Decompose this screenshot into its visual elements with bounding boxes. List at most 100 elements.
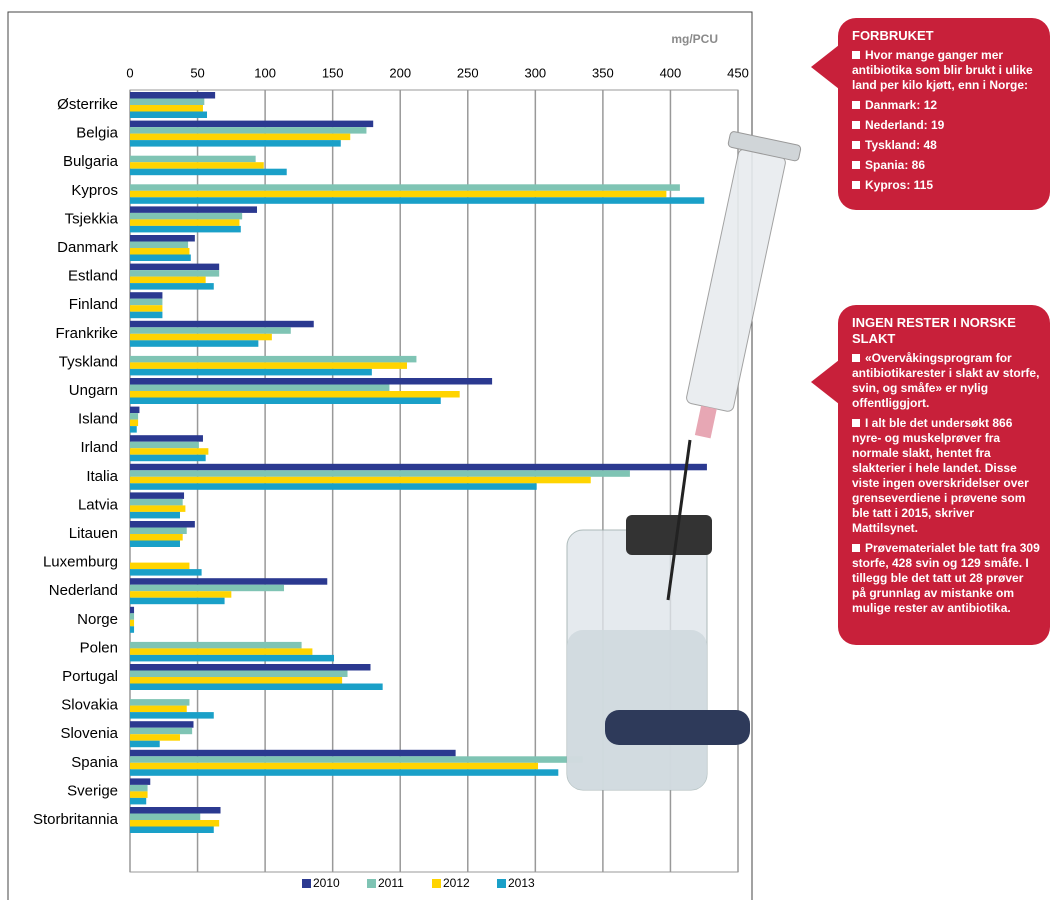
bar <box>130 807 221 814</box>
bar <box>130 254 191 261</box>
bar <box>130 540 180 547</box>
x-tick-label: 100 <box>254 65 276 80</box>
legend-label: 2011 <box>378 876 404 890</box>
y-tick-label: Tsjekkia <box>65 210 119 227</box>
bar <box>130 613 135 620</box>
box-title: FORBRUKET <box>852 28 934 43</box>
bar <box>130 426 137 433</box>
bar <box>130 98 205 105</box>
y-tick-label: Island <box>78 411 118 428</box>
box-item: Nederland: 19 <box>852 118 1040 133</box>
bar <box>130 311 163 319</box>
bar <box>130 740 160 748</box>
box-item: «Overvåkingsprogram for antibiotikareste… <box>852 351 1040 410</box>
bar <box>130 670 348 677</box>
y-tick-label: Belgia <box>76 125 118 142</box>
bar <box>130 283 214 290</box>
x-tick-label: 50 <box>190 65 204 80</box>
bar <box>130 626 135 633</box>
bar <box>130 270 220 277</box>
legend-swatch <box>432 879 441 888</box>
bar <box>130 778 151 785</box>
bar <box>130 749 456 757</box>
illustration <box>566 131 802 791</box>
bar <box>130 327 291 334</box>
box-item: Prøvematerialet ble tatt fra 309 storfe,… <box>852 541 1040 615</box>
y-tick-label: Nederland <box>49 582 118 599</box>
bar <box>130 606 135 614</box>
bar <box>130 734 180 741</box>
x-tick-label: 250 <box>457 65 479 80</box>
bar <box>130 534 183 541</box>
bar <box>130 391 460 398</box>
bar <box>130 225 241 233</box>
bar <box>130 483 537 490</box>
y-tick-label: Sverige <box>67 782 118 799</box>
bar <box>130 320 314 328</box>
bar <box>130 505 186 512</box>
bar <box>130 463 707 471</box>
bar <box>130 797 147 805</box>
bar <box>130 292 163 299</box>
bar <box>130 705 187 713</box>
bar <box>130 355 417 363</box>
bar <box>130 820 220 827</box>
y-tick-label: Slovenia <box>60 725 118 742</box>
bar <box>130 511 180 519</box>
y-tick-label: Italia <box>86 468 118 485</box>
bar <box>130 727 193 735</box>
box-item: Tyskland: 48 <box>852 138 1040 153</box>
info-box: INGEN RESTER I NORSKE SLAKT «Overvåkingsp… <box>838 305 1050 645</box>
bar <box>130 762 539 770</box>
bar <box>130 127 367 134</box>
bar <box>130 813 201 820</box>
bar <box>130 641 302 649</box>
legend-swatch <box>302 879 311 888</box>
bar <box>130 664 371 671</box>
y-tick-label: Storbritannia <box>33 811 119 828</box>
bar <box>130 562 190 570</box>
bar <box>130 241 189 248</box>
bar <box>130 111 208 118</box>
bar <box>130 721 194 728</box>
bar <box>130 190 667 198</box>
bar <box>130 368 372 376</box>
bar <box>130 441 199 449</box>
bar <box>130 378 493 385</box>
bar <box>130 597 225 605</box>
bar <box>130 476 591 484</box>
y-tick-label: Finland <box>69 296 118 313</box>
info-box: FORBRUKET Hvor mange ganger mer antibioti… <box>838 18 1050 210</box>
bar <box>130 248 190 255</box>
bar <box>130 448 209 455</box>
bar <box>130 569 202 576</box>
bar <box>130 340 259 347</box>
y-tick-label: Norge <box>77 611 118 628</box>
callout-tail <box>811 360 839 404</box>
bar <box>130 648 313 655</box>
bar <box>130 162 264 169</box>
bar <box>130 527 187 534</box>
y-tick-label: Litauen <box>69 525 118 542</box>
bar <box>130 184 680 191</box>
bar <box>130 397 441 404</box>
bar <box>130 168 287 176</box>
bar <box>130 699 190 706</box>
box-item: Danmark: 12 <box>852 98 1040 113</box>
unit-label: mg/PCU <box>671 32 718 46</box>
legend-swatch <box>367 879 376 888</box>
box-item: Kypros: 115 <box>852 178 1040 193</box>
bar <box>130 155 256 163</box>
box-item: I alt ble det undersøkt 866 nyre- og mus… <box>852 416 1040 536</box>
bar <box>130 769 559 776</box>
legend-label: 2013 <box>508 876 535 890</box>
bar <box>130 206 258 213</box>
y-tick-label: Danmark <box>57 239 118 256</box>
legend-swatch <box>497 879 506 888</box>
bar <box>130 784 148 792</box>
bar <box>130 235 195 242</box>
bar <box>130 333 272 341</box>
bar <box>130 140 341 147</box>
bar <box>130 683 383 690</box>
